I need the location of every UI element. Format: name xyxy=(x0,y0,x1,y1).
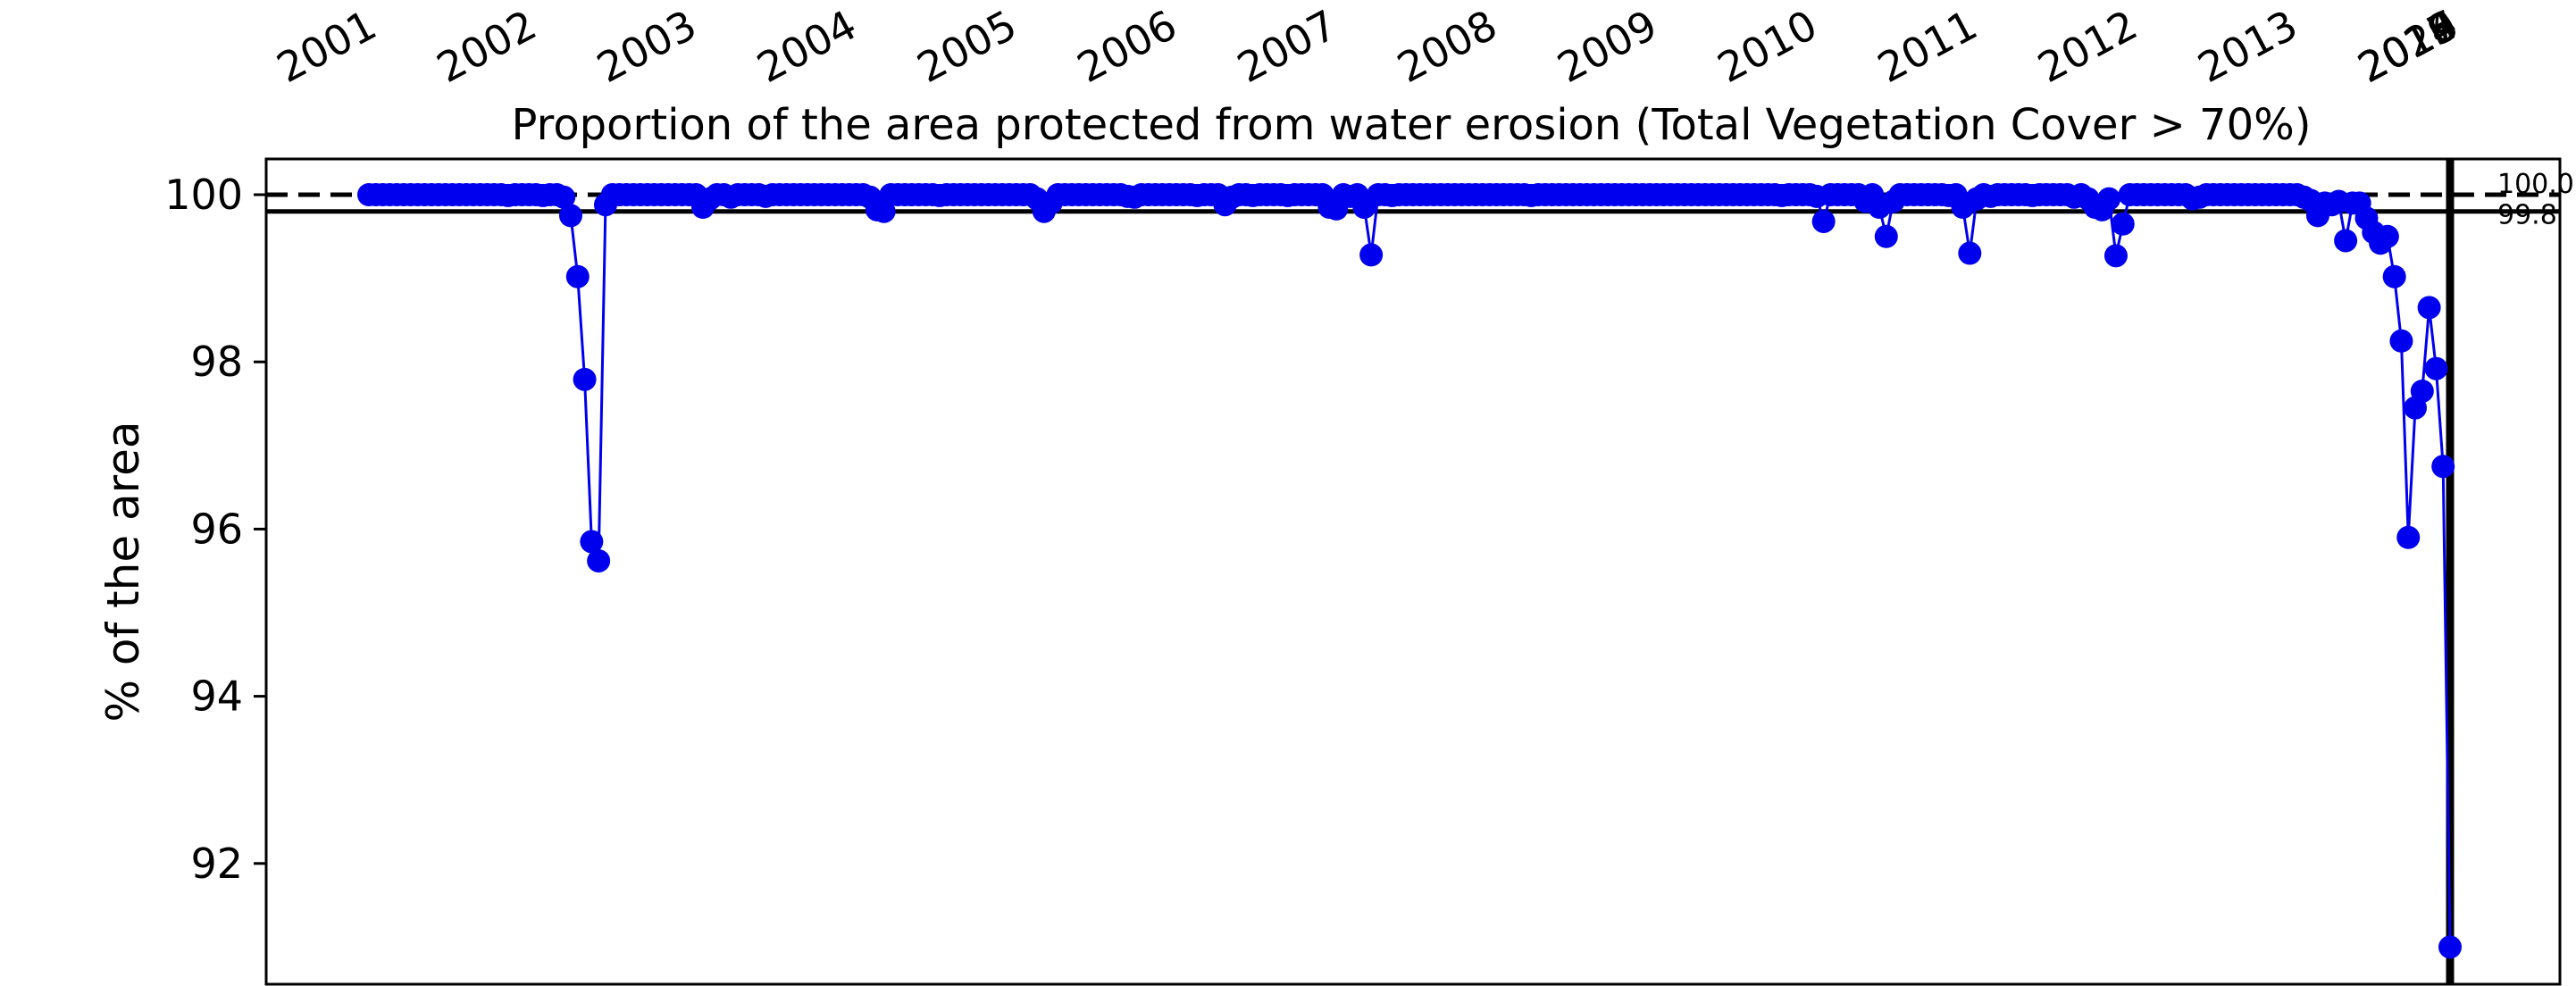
data-point xyxy=(573,367,597,391)
data-point xyxy=(2438,935,2462,959)
data-point xyxy=(2334,229,2358,253)
year-axis: 2001 2002 2003 2004 2005 2006 2007 2008 2009 2010… xyxy=(269,1,2465,93)
reference-line-label: 99.8 xyxy=(2497,200,2557,231)
year-tick-label: 2007 xyxy=(1230,1,1345,93)
y-tick-label: 100 xyxy=(164,171,243,219)
year-tick-label: 2005 xyxy=(909,1,1025,93)
data-point xyxy=(1811,209,1836,233)
data-point xyxy=(2111,212,2135,236)
year-tick-label: 2012 xyxy=(2030,1,2145,93)
year-tick-label: 2003 xyxy=(590,1,705,93)
data-point xyxy=(2375,224,2399,248)
y-tick-label: 96 xyxy=(190,505,243,553)
data-point xyxy=(2417,296,2441,320)
year-tick-label: 2004 xyxy=(749,1,865,93)
year-tick-label: 2011 xyxy=(1869,1,1985,93)
year-tick-label: 2013 xyxy=(2190,1,2305,93)
data-point xyxy=(2410,379,2434,403)
data-point xyxy=(2382,264,2406,288)
year-tick-label: 2010 xyxy=(1710,1,1825,93)
y-tick-label: 98 xyxy=(190,338,243,386)
data-point xyxy=(552,185,576,209)
year-tick-label: 2008 xyxy=(1390,1,1505,93)
data-point xyxy=(2396,525,2421,549)
data-point xyxy=(565,264,590,288)
y-tick-label: 94 xyxy=(190,673,243,721)
chart-title: Proportion of the area protected from wa… xyxy=(512,100,2312,150)
data-point xyxy=(2424,356,2448,380)
data-point xyxy=(2103,244,2128,268)
data-point xyxy=(558,204,582,228)
data-point xyxy=(1874,224,1898,248)
data-point xyxy=(587,548,611,572)
series-line xyxy=(369,192,2452,948)
year-tick-label: 2020 xyxy=(2350,1,2465,93)
year-tick-label: 2009 xyxy=(1550,1,1665,93)
y-axis: 92 94 96 98 100 xyxy=(164,171,266,888)
data-point xyxy=(2097,187,2121,211)
plot-frame xyxy=(264,157,2562,986)
data-point xyxy=(2389,329,2413,353)
y-tick-label: 92 xyxy=(190,840,243,888)
data-point xyxy=(580,530,604,554)
y-axis-label: % of the area xyxy=(97,422,149,723)
plot-area xyxy=(357,159,2462,984)
data-point xyxy=(1958,241,1982,265)
reference-line-label: 100.0 xyxy=(2497,169,2574,200)
year-tick-label: 2006 xyxy=(1069,1,1184,93)
year-tick-label: 2001 xyxy=(269,1,384,93)
year-tick-label: 2002 xyxy=(429,1,544,93)
data-point xyxy=(1359,243,1384,267)
data-point xyxy=(2431,455,2455,479)
